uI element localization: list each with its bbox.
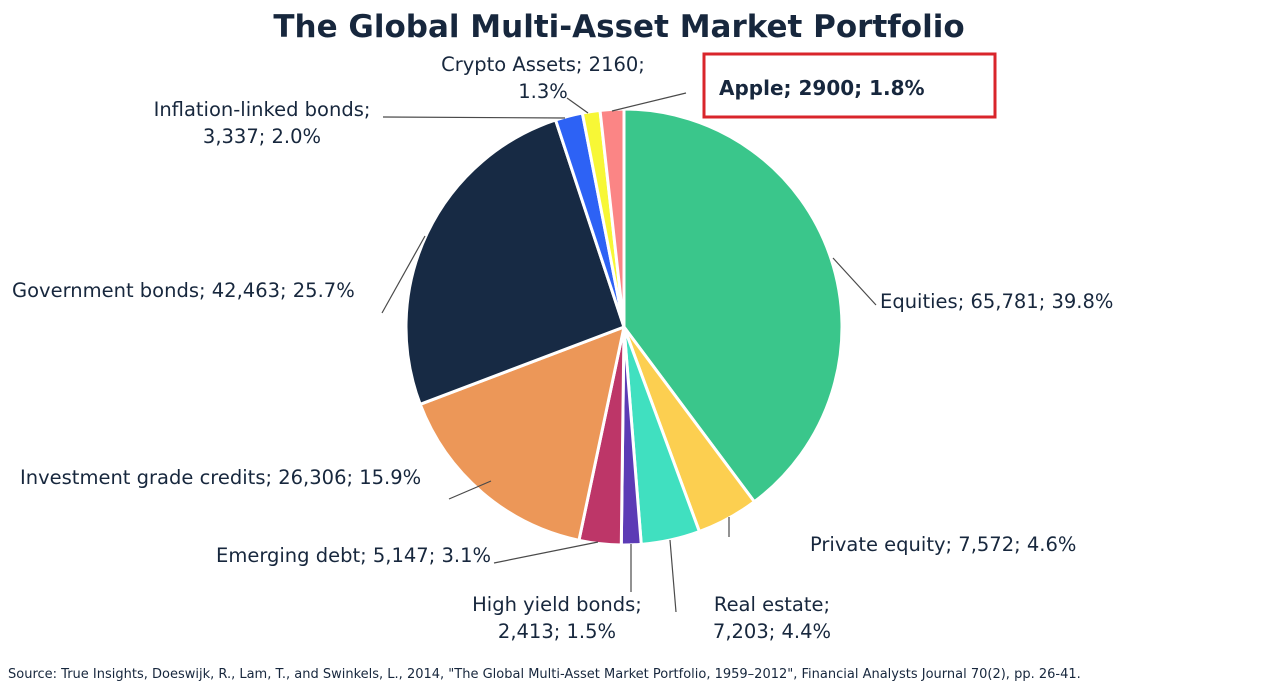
label-crypto-line1: Crypto Assets; 2160;: [441, 53, 645, 76]
pie-slice-9: [598, 107, 626, 329]
leader-equities: [832, 257, 877, 306]
pie-slice-5: [418, 325, 626, 542]
leader-emerging-debt: [493, 541, 599, 564]
label-emerging-debt: Emerging debt; 5,147; 3.1%: [216, 544, 491, 567]
label-apple: Apple; 2900; 1.8%: [719, 76, 925, 100]
leader-crypto: [566, 97, 589, 114]
label-government-bonds: Government bonds; 42,463; 25.7%: [12, 279, 355, 302]
label-real-estate-line1: Real estate;: [714, 593, 830, 616]
leader-government-bonds: [381, 235, 426, 314]
leader-lines: [381, 92, 877, 613]
leader-apple: [611, 92, 687, 112]
leader-investment-grade: [448, 480, 492, 500]
label-high-yield-line2: 2,413; 1.5%: [498, 620, 616, 643]
label-inflation-line1: Inflation-linked bonds;: [154, 98, 371, 121]
label-real-estate-line2: 7,203; 4.4%: [713, 620, 831, 643]
label-high-yield-line1: High yield bonds;: [472, 593, 642, 616]
pie-slices: [404, 107, 844, 547]
label-inflation-line2: 3,337; 2.0%: [203, 125, 321, 148]
label-equities: Equities; 65,781; 39.8%: [880, 290, 1113, 313]
pie-slice-6: [404, 118, 626, 406]
chart-title: The Global Multi-Asset Market Portfolio: [273, 9, 964, 45]
apple-highlight-box: [702, 52, 997, 119]
source-note: Source: True Insights, Doeswijk, R., Lam…: [8, 667, 1081, 682]
leader-inflation: [382, 116, 566, 119]
pie-slice-0: [622, 107, 844, 504]
label-investment-grade: Investment grade credits; 26,306; 15.9%: [20, 466, 421, 489]
label-private-equity: Private equity; 7,572; 4.6%: [810, 533, 1076, 556]
leader-real-estate: [669, 539, 677, 613]
label-crypto-line2: 1.3%: [518, 80, 568, 103]
